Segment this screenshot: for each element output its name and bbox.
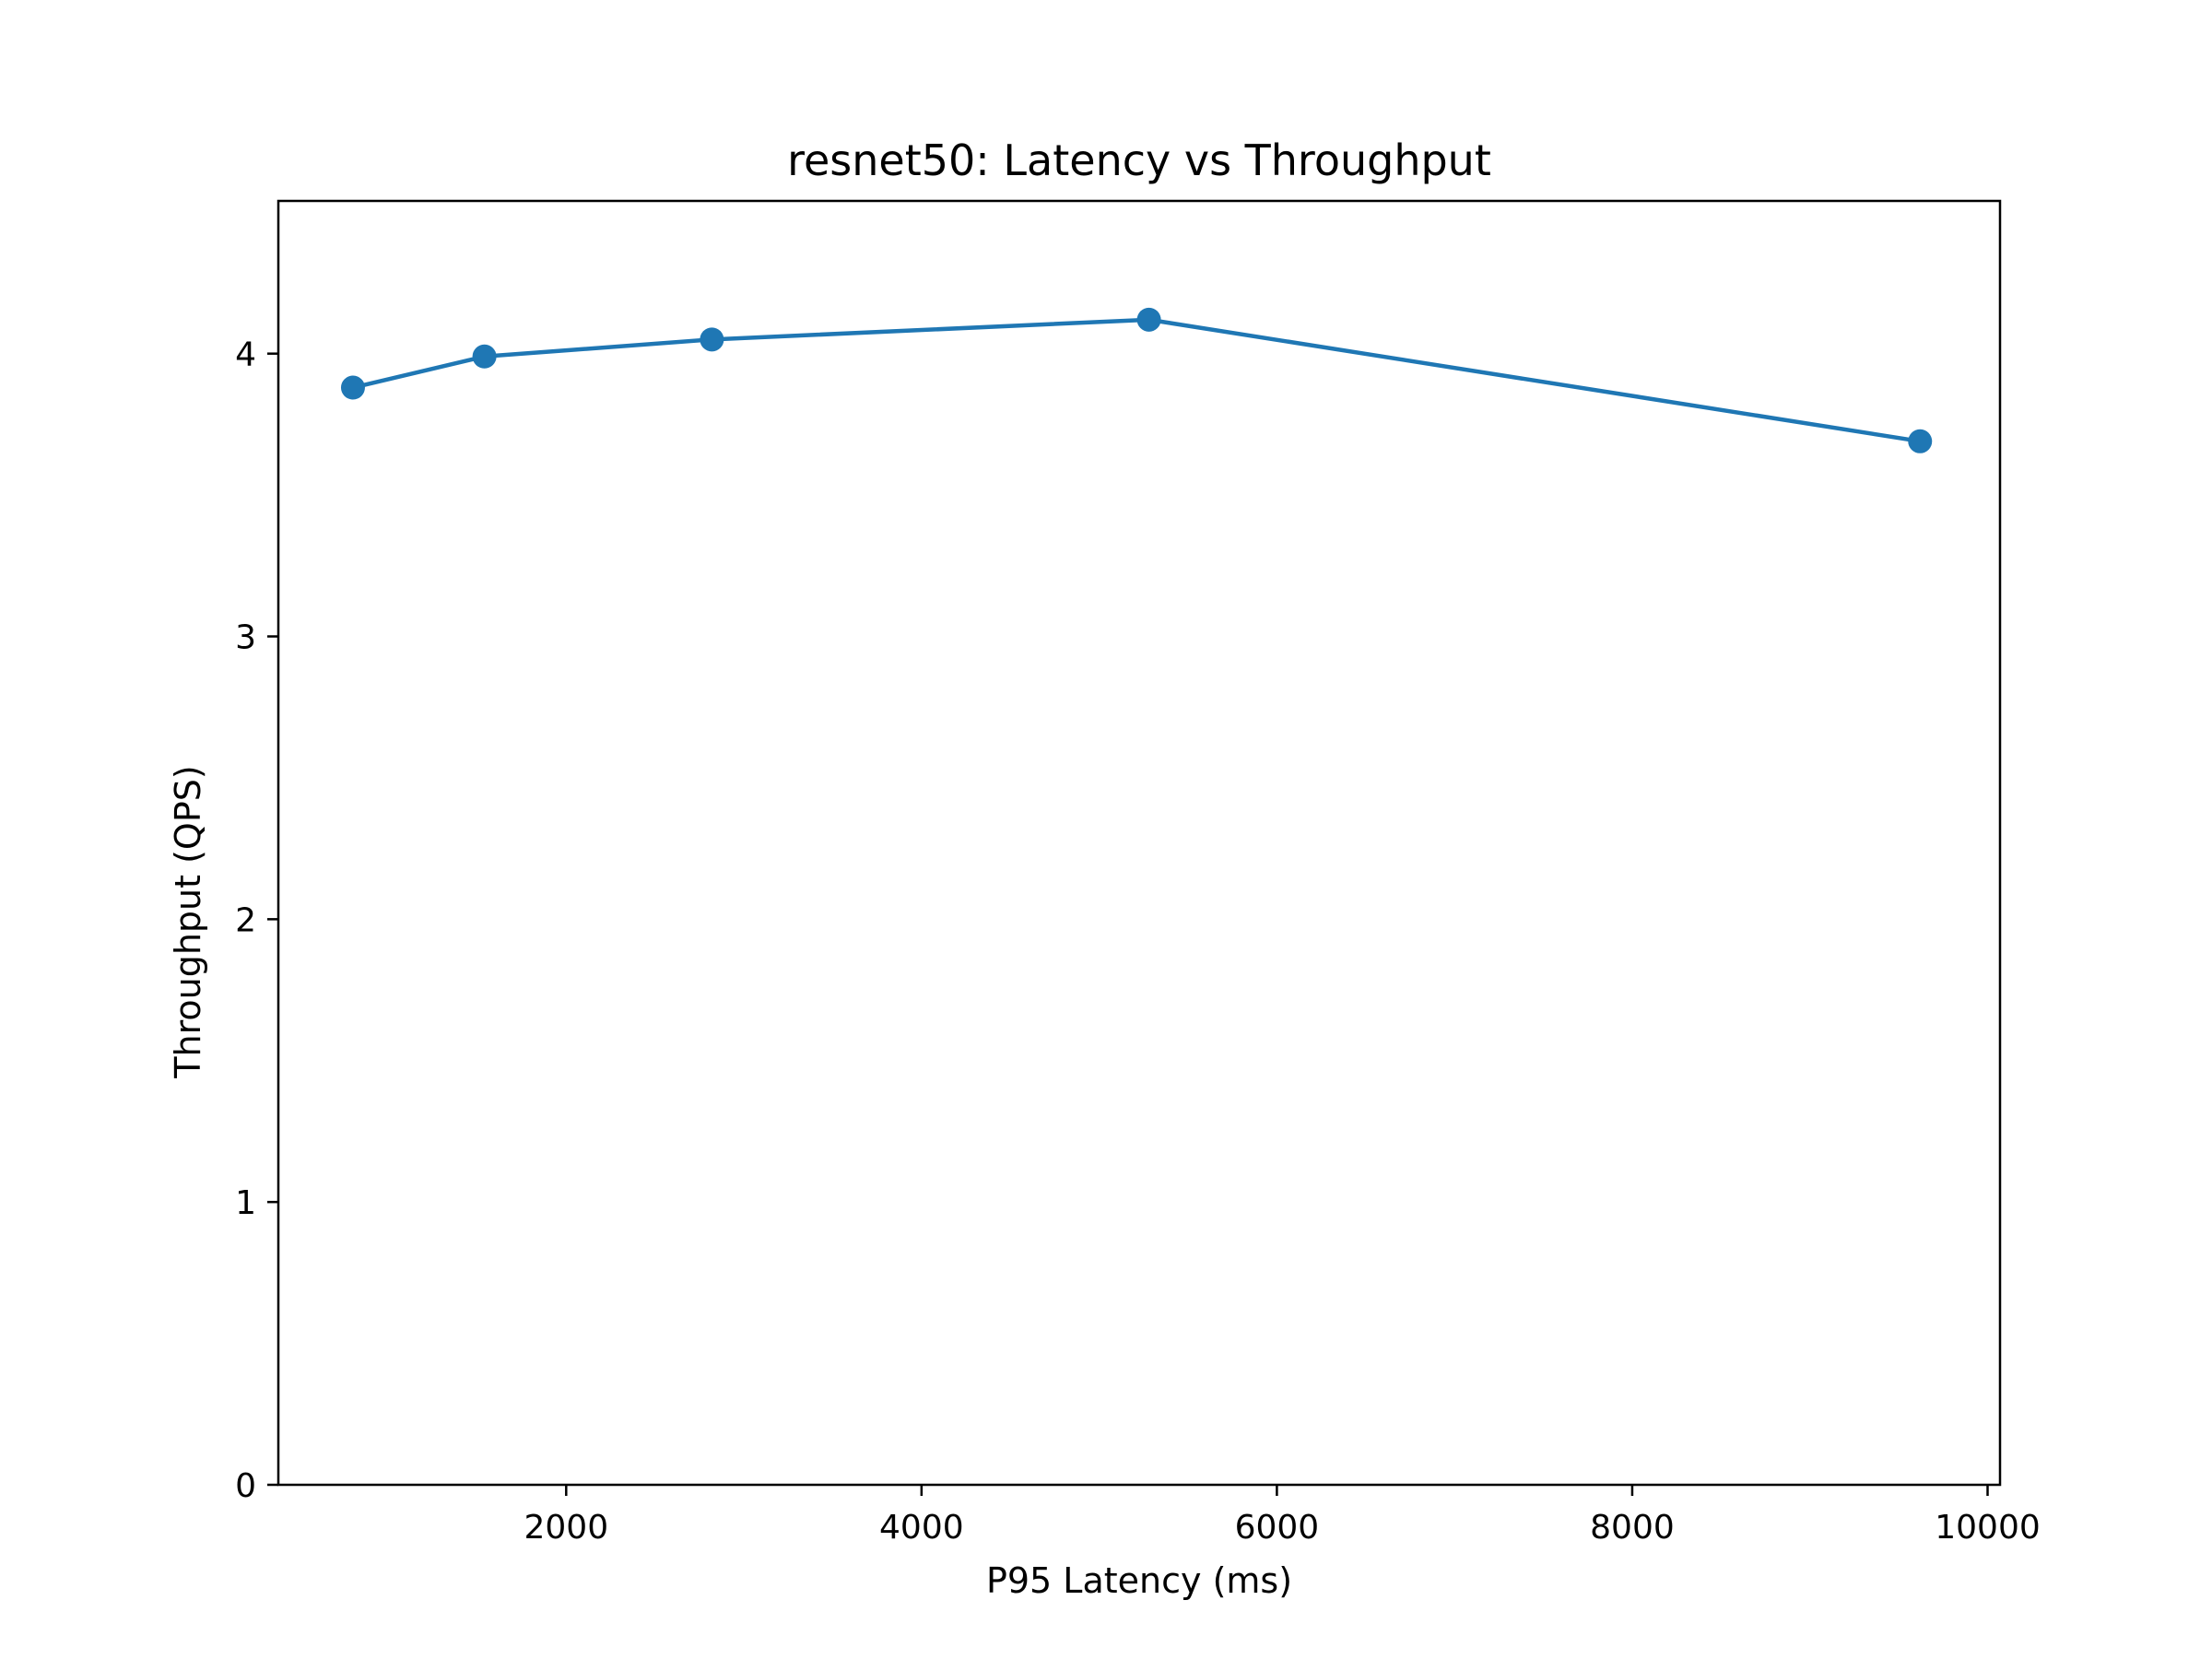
x-tick-label: 4000 bbox=[879, 1509, 964, 1547]
y-tick-label: 1 bbox=[235, 1184, 256, 1222]
x-tick-label: 8000 bbox=[1590, 1509, 1675, 1547]
data-point bbox=[700, 327, 724, 352]
data-point bbox=[1136, 307, 1161, 332]
y-tick-label: 4 bbox=[235, 336, 256, 374]
data-point bbox=[340, 375, 365, 400]
x-axis-title: P95 Latency (ms) bbox=[986, 1560, 1292, 1601]
y-axis-title: Throughput (QPS) bbox=[168, 765, 208, 1078]
data-point bbox=[472, 344, 497, 369]
series-layer bbox=[340, 307, 1933, 453]
axes-frame bbox=[276, 199, 2002, 1487]
chart-title: resnet50: Latency vs Throughput bbox=[787, 135, 1491, 185]
x-tick-label: 2000 bbox=[524, 1509, 608, 1547]
data-point bbox=[1908, 429, 1933, 453]
y-axis: 0 1 2 3 4 bbox=[235, 336, 278, 1505]
y-tick-label: 0 bbox=[235, 1467, 256, 1505]
y-tick-label: 2 bbox=[235, 901, 256, 939]
x-axis: 2000 4000 6000 8000 10000 bbox=[524, 1485, 2041, 1547]
y-tick-label: 3 bbox=[235, 619, 256, 657]
x-tick-label: 6000 bbox=[1235, 1509, 1320, 1547]
x-tick-label: 10000 bbox=[1935, 1509, 2041, 1547]
